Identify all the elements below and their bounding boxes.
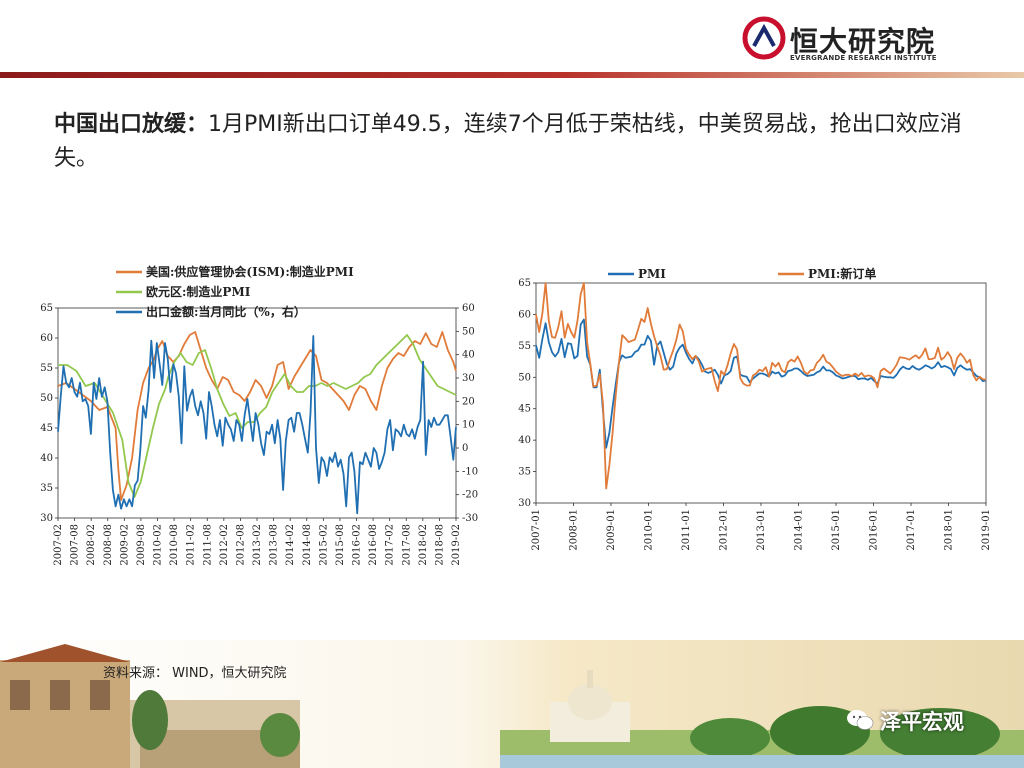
brand-name-en: EVERGRANDE RESEARCH INSTITUTE <box>790 54 937 62</box>
y-left-tick-label: 30 <box>518 498 531 509</box>
legend-label-1: PMI <box>638 267 666 281</box>
x-tick-label: 2015-08 <box>335 524 346 566</box>
x-tick-label: 2015-02 <box>318 524 329 566</box>
x-tick-label: 2007-02 <box>53 524 64 566</box>
legend-label-1: 美国:供应管理协会(ISM):制造业PMI <box>146 264 354 279</box>
x-tick-label: 2019-01 <box>981 509 992 551</box>
x-tick-label: 2018-01 <box>944 509 955 551</box>
y-right-tick-label: 20 <box>462 396 475 407</box>
y-right-tick-label: 0 <box>462 443 468 454</box>
series-line-3 <box>57 335 457 515</box>
x-tick-label: 2016-08 <box>368 524 379 566</box>
chart-left: 30 35 40 45 50 55 60 65 -30 -20 -10 0 10 20 30 40 50 60 20… <box>40 264 478 566</box>
x-tick-label: 2009-01 <box>606 509 617 551</box>
brand-logo: 恒大研究院 EVERGRANDE RESEARCH INSTITUTE <box>742 16 942 64</box>
x-tick-label: 2007-01 <box>531 509 542 551</box>
y-left-tick-label: 30 <box>40 513 53 524</box>
x-tick-label: 2011-08 <box>202 524 213 566</box>
y-left-tick-label: 40 <box>40 453 53 464</box>
y-left-tick-label: 65 <box>518 278 531 289</box>
y-left-tick-label: 35 <box>40 483 53 494</box>
y-right-tick-label: 60 <box>462 303 475 314</box>
x-tick-label: 2014-01 <box>794 509 805 551</box>
x-tick-label: 2013-08 <box>269 524 280 566</box>
x-tick-label: 2008-02 <box>86 524 97 566</box>
x-tick-label: 2014-02 <box>285 524 296 566</box>
plot-frame <box>535 282 987 504</box>
chart-right: 30 35 40 45 50 55 60 65 2007-01 2008-01 2009-01 201… <box>518 266 992 551</box>
x-tick-label: 2012-08 <box>235 524 246 566</box>
plot-frame <box>57 307 457 519</box>
x-tick-label: 2016-02 <box>352 524 363 566</box>
y-left-tick-label: 60 <box>518 309 531 320</box>
header-divider <box>0 72 1024 78</box>
x-tick-label: 2015-01 <box>831 509 842 551</box>
x-tick-label: 2017-02 <box>385 524 396 566</box>
x-tick-label: 2016-01 <box>869 509 880 551</box>
x-tick-label: 2009-02 <box>119 524 130 566</box>
x-tick-label: 2010-08 <box>169 524 180 566</box>
wechat-icon <box>847 710 874 730</box>
legend-label-2: PMI:新订单 <box>808 266 876 281</box>
x-tick-label: 2007-08 <box>70 524 81 566</box>
footer-scenery-image <box>0 640 1024 768</box>
y-left-tick-label: 50 <box>518 372 531 383</box>
headline-text: 1月PMI新出口订单49.5，连续7个月低于荣枯线，中美贸易战，抢出口效应消失。 <box>54 112 962 171</box>
series-line-1 <box>57 331 457 501</box>
series-line-2 <box>535 282 987 490</box>
series-line-2 <box>58 334 457 498</box>
evergrande-logo-icon <box>742 16 786 60</box>
y-right-tick-label: 40 <box>462 350 475 361</box>
x-tick-label: 2013-01 <box>756 509 767 551</box>
x-tick-label: 2008-08 <box>103 524 114 566</box>
y-left-tick-label: 45 <box>518 404 531 415</box>
x-tick-label: 2010-02 <box>153 524 164 566</box>
y-right-tick-label: 10 <box>462 420 475 431</box>
x-tick-label: 2012-01 <box>719 509 730 551</box>
legend-label-2: 欧元区:制造业PMI <box>146 284 251 299</box>
y-left-tick-label: 60 <box>40 333 53 344</box>
x-tick-label: 2009-08 <box>136 524 147 566</box>
x-tick-label: 2018-08 <box>434 524 445 566</box>
headline: 中国出口放缓：1月PMI新出口订单49.5，连续7个月低于荣枯线，中美贸易战，抢… <box>54 108 984 176</box>
x-tick-label: 2012-02 <box>219 524 230 566</box>
y-right-tick-label: 50 <box>462 326 475 337</box>
x-tick-label: 2008-01 <box>569 509 580 551</box>
y-left-tick-label: 35 <box>518 467 531 478</box>
y-left-tick-label: 55 <box>40 363 53 374</box>
x-tick-label: 2014-08 <box>302 524 313 566</box>
source-note: 资料来源： WIND，恒大研究院 <box>103 666 287 681</box>
footer-banner <box>0 640 1024 768</box>
legend-label-3: 出口金额:当月同比（%，右） <box>146 304 306 319</box>
x-tick-label: 2011-01 <box>681 509 692 551</box>
x-tick-label: 2017-08 <box>401 524 412 566</box>
y-right-tick-label: 30 <box>462 373 475 384</box>
y-left-tick-label: 55 <box>518 341 531 352</box>
x-tick-label: 2017-01 <box>906 509 917 551</box>
y-left-tick-label: 40 <box>518 435 531 446</box>
y-left-tick-label: 50 <box>40 393 53 404</box>
y-right-tick-label: -10 <box>462 466 478 477</box>
x-tick-label: 2019-02 <box>451 524 462 566</box>
x-tick-label: 2018-02 <box>418 524 429 566</box>
y-right-tick-label: -30 <box>462 513 478 524</box>
x-tick-label: 2013-02 <box>252 524 263 566</box>
brand-name: 恒大研究院 <box>790 25 936 58</box>
y-left-tick-label: 45 <box>40 423 53 434</box>
wechat-account-label: 泽平宏观 <box>880 710 964 734</box>
x-tick-label: 2011-02 <box>186 524 197 566</box>
headline-bold: 中国出口放缓： <box>54 112 209 137</box>
series-line-1 <box>535 318 987 449</box>
y-left-tick-label: 65 <box>40 303 53 314</box>
y-right-tick-label: -20 <box>462 490 478 501</box>
x-tick-label: 2010-01 <box>644 509 655 551</box>
